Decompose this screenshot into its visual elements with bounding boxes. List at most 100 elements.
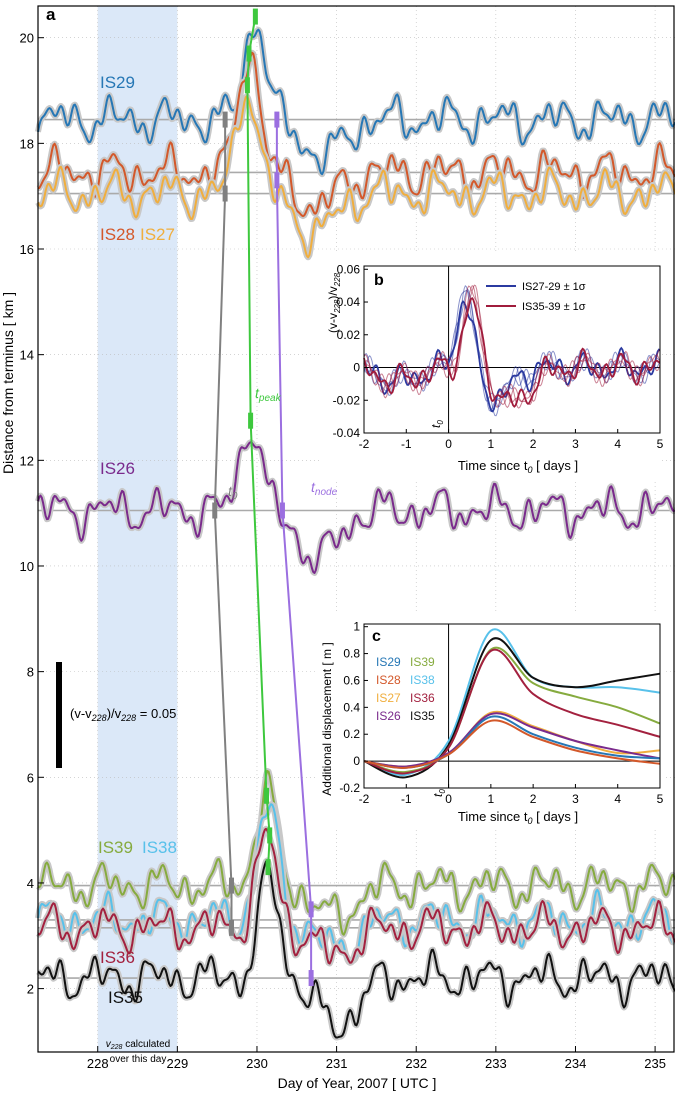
panel-c-y-tick-label: 0.4 bbox=[343, 700, 360, 714]
series-line-is29 bbox=[37, 28, 675, 176]
panel-c-series-is39 bbox=[363, 646, 661, 774]
panel-c-x-tick-label: 2 bbox=[530, 792, 537, 806]
panel-c-legend-is29: IS29 bbox=[376, 655, 401, 669]
panel-b-y-tick-label: 0 bbox=[353, 361, 360, 375]
panel-c-series-is36 bbox=[363, 648, 661, 775]
x-tick-label: 234 bbox=[565, 1056, 587, 1071]
panel-b-x-tick-label: -2 bbox=[359, 437, 370, 451]
propagation-marker bbox=[248, 412, 254, 429]
panel-c-label: c bbox=[372, 628, 381, 645]
scale-bar-label: (v-v228)/v228 = 0.05 bbox=[70, 706, 176, 723]
panel-c-legend-is26: IS26 bbox=[376, 709, 401, 723]
y-tick-label: 14 bbox=[20, 348, 34, 363]
panel-c-x-axis-label: Time since t0 [ days ] bbox=[458, 809, 578, 826]
panel-c-frame bbox=[363, 623, 661, 789]
series-label-is29: IS29 bbox=[100, 73, 135, 92]
panel-c-y-tick-label: 0 bbox=[353, 754, 360, 768]
y-tick-label: 8 bbox=[27, 665, 34, 680]
panel-c-legend-is27: IS27 bbox=[376, 691, 401, 705]
propagation-marker bbox=[212, 502, 218, 519]
panel-b-x-axis-label: Time since t0 [ days ] bbox=[458, 458, 578, 475]
panel-b-x-tick-label: 2 bbox=[530, 437, 537, 451]
panel-c-x-tick-label: 3 bbox=[572, 792, 579, 806]
panel-b-y-tick-label: -0.02 bbox=[333, 393, 361, 407]
panel-c-x-tick-label: 5 bbox=[657, 792, 664, 806]
series-label-is36: IS36 bbox=[100, 948, 135, 967]
propagation-marker bbox=[265, 859, 271, 876]
y-tick-label: 20 bbox=[20, 31, 34, 46]
panel-b-x-tick-label: -1 bbox=[401, 437, 412, 451]
x-tick-label: 232 bbox=[405, 1056, 427, 1071]
panel-c: -2 -1 0 1 2 3 4 5 -0.2 0 0.2 0.4 0.6 0.8 1 IS29 IS28 IS… bbox=[318, 612, 664, 827]
panel-b-y-tick-label: 0.04 bbox=[337, 295, 361, 309]
panel-c-x-tick-label: 4 bbox=[614, 792, 621, 806]
x-tick-label: 231 bbox=[326, 1056, 348, 1071]
y-tick-label: 2 bbox=[27, 982, 34, 997]
scale-bar bbox=[56, 662, 62, 768]
series-label-is39: IS39 bbox=[98, 838, 133, 857]
panel-c-y-tick-label: -0.2 bbox=[339, 781, 360, 795]
series-label-is26: IS26 bbox=[100, 459, 135, 478]
propagation-marker bbox=[246, 45, 252, 62]
series-label-is38: IS38 bbox=[142, 838, 177, 857]
series-line-is35 bbox=[37, 859, 675, 1039]
panel-b-y-tick-label: 0.02 bbox=[337, 328, 361, 342]
panel-b-label: b bbox=[374, 272, 384, 289]
panel-b-x-tick-label: 3 bbox=[572, 437, 579, 451]
propagation-marker bbox=[222, 111, 228, 128]
panel-b-frame bbox=[363, 265, 661, 434]
series-line-is27 bbox=[37, 95, 675, 259]
panel-b: -2 -1 0 1 2 3 4 5 -0.04 -0.02 0 0.02 0.04 0.06 IS27-… bbox=[322, 254, 664, 480]
x-tick-label: 230 bbox=[246, 1056, 268, 1071]
x-tick-label: 235 bbox=[644, 1056, 666, 1071]
panel-b-y-tick-label: -0.04 bbox=[333, 426, 361, 440]
panel-c-series-is28 bbox=[363, 719, 661, 769]
x-tick-label: 228 bbox=[87, 1056, 109, 1071]
propagation-line-0 bbox=[213, 119, 233, 928]
panel-c-t0-label: t0 bbox=[431, 789, 447, 797]
panel-a-frame bbox=[37, 5, 675, 1053]
y-tick-label: 16 bbox=[20, 242, 34, 257]
y-tick-label: 4 bbox=[27, 876, 34, 891]
panel-b-y-tick-label: 0.06 bbox=[337, 262, 361, 276]
panel-b-x-tick-label: 4 bbox=[614, 437, 621, 451]
tnode-label: tnode bbox=[311, 479, 338, 498]
panel-c-x-tick-label: -2 bbox=[359, 792, 370, 806]
panel-c-y-tick-label: 0.6 bbox=[343, 673, 360, 687]
panel-c-x-tick-label: 0 bbox=[445, 792, 452, 806]
propagation-marker bbox=[308, 970, 314, 987]
propagation-marker bbox=[222, 185, 228, 202]
panel-c-legend-is38: IS38 bbox=[410, 673, 435, 687]
panel-c-y-tick-label: 1 bbox=[353, 620, 360, 634]
y-tick-label: 12 bbox=[20, 453, 34, 468]
series-label-is27: IS27 bbox=[140, 225, 175, 244]
x-tick-label: 233 bbox=[485, 1056, 507, 1071]
panel-c-legend-is36: IS36 bbox=[410, 691, 435, 705]
panel-a-label: a bbox=[46, 5, 56, 24]
propagation-marker bbox=[308, 901, 314, 918]
panel-c-background bbox=[318, 612, 664, 827]
tpeak-label: tpeak bbox=[255, 385, 282, 404]
propagation-marker bbox=[274, 172, 280, 189]
panel-b-legend-label: IS27-29 ± 1σ bbox=[522, 281, 586, 293]
panel-c-series-is26 bbox=[363, 712, 661, 768]
y-axis-label: Distance from terminus [ km ] bbox=[0, 292, 16, 474]
panel-c-legend-is39: IS39 bbox=[410, 655, 435, 669]
panel-c-legend-is28: IS28 bbox=[376, 673, 401, 687]
panel-b-t0-label: t0 bbox=[429, 420, 445, 428]
propagation-marker bbox=[228, 877, 234, 894]
propagation-marker bbox=[267, 827, 273, 844]
propagation-marker bbox=[228, 919, 234, 936]
y-tick-label: 18 bbox=[20, 136, 34, 151]
panel-b-series-is35-39 bbox=[363, 285, 661, 409]
series-line-is36 bbox=[37, 827, 675, 965]
x-axis-label: Day of Year, 2007 [ UTC ] bbox=[278, 1075, 437, 1091]
series-line-is28 bbox=[37, 51, 675, 218]
y-tick-label: 10 bbox=[20, 559, 34, 574]
y-tick-label: 6 bbox=[27, 770, 34, 785]
panel-c-y-tick-label: 0.2 bbox=[343, 727, 360, 741]
band-label-line2: over this day bbox=[110, 1054, 167, 1065]
panel-c-legend-is35: IS35 bbox=[410, 709, 435, 723]
propagation-marker bbox=[274, 111, 280, 128]
